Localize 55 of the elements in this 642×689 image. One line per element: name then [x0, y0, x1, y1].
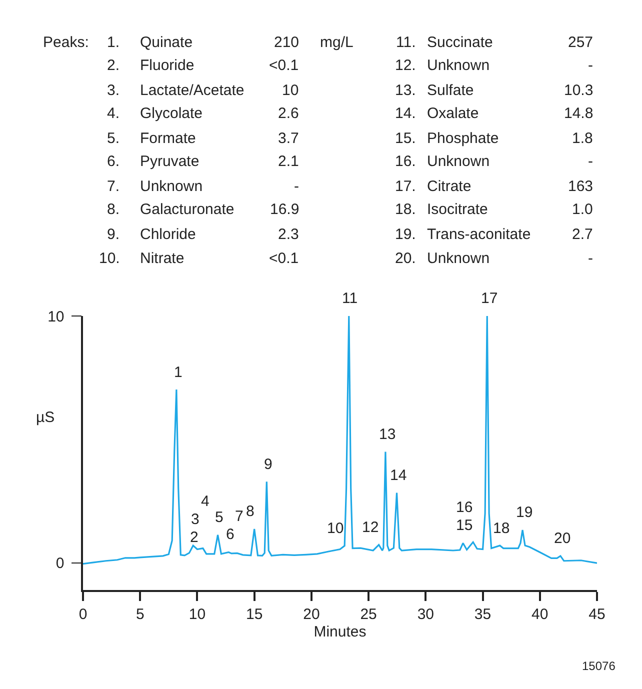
annotation: 20 [554, 530, 571, 547]
annotation: 1 [174, 364, 182, 381]
annotation: 14 [390, 467, 407, 484]
annotation: 2 [190, 529, 198, 546]
annotation: 16 [456, 499, 473, 516]
text: 6. Pyruvate 2.1 [107, 153, 299, 170]
annotation: 10 [327, 520, 344, 537]
annotation: 4 [201, 493, 210, 510]
text: 15. Phosphate 1.8 [395, 130, 593, 147]
text: 2. Fluoride <0.1 [107, 57, 299, 74]
text: 14. Oxalate 14.8 [395, 105, 594, 122]
text: 20. Unknown - [395, 250, 593, 267]
x-tick-label: 5 [136, 606, 144, 623]
annotation: 6 [226, 526, 234, 543]
text: 9. Chloride 2.3 [107, 226, 299, 243]
text: 17. Citrate 163 [395, 178, 594, 195]
x-tick-label: 20 [303, 606, 320, 623]
annotation: 11 [342, 290, 358, 307]
y-axis-title: µS [36, 409, 55, 426]
text: 12. Unknown - [395, 57, 593, 74]
annotation: 17 [481, 290, 498, 307]
text: 7. Unknown - [107, 178, 299, 195]
text: 18. Isocitrate 1.0 [395, 201, 593, 218]
annotation: 5 [215, 509, 224, 526]
annotation: 3 [191, 511, 200, 528]
annotation: 15 [456, 517, 473, 534]
x-tick-label: 30 [417, 606, 434, 623]
line-series [83, 316, 597, 565]
annotation: 13 [379, 426, 396, 443]
text: 19. Trans-aconitate 2.7 [395, 226, 593, 243]
text: 1. Quinate 210 mg/L [107, 34, 354, 51]
text: 15076 [582, 659, 616, 673]
x-tick-label: 35 [474, 606, 492, 623]
annotation: 18 [493, 520, 510, 537]
text: 13. Sulfate 10.3 [395, 82, 594, 99]
x-tick-label: 15 [246, 606, 263, 623]
text: Peaks: [43, 34, 89, 51]
x-tick-label: 0 [78, 606, 88, 623]
annotation: 9 [264, 456, 272, 473]
text: 5. Formate 3.7 [107, 130, 299, 147]
text: 8. Galacturonate 16.9 [107, 201, 300, 218]
x-tick-label: 10 [188, 606, 206, 623]
x-tick-label: 40 [532, 606, 548, 623]
annotation: 8 [246, 503, 254, 520]
text: 3. Lactate/Acetate 10 [107, 82, 299, 99]
annotation: 12 [362, 519, 379, 536]
text: 4. Glycolate 2.6 [107, 105, 299, 122]
x-tick-label: 45 [588, 606, 606, 623]
text: 11. Succinate 257 [396, 34, 594, 51]
text: 16. Unknown - [395, 153, 593, 170]
text: 10. Nitrate <0.1 [99, 250, 299, 267]
annotation: 19 [516, 504, 533, 521]
x-axis-title: Minutes [314, 623, 366, 640]
x-tick-label: 25 [360, 606, 377, 623]
annotation: 7 [235, 508, 244, 525]
